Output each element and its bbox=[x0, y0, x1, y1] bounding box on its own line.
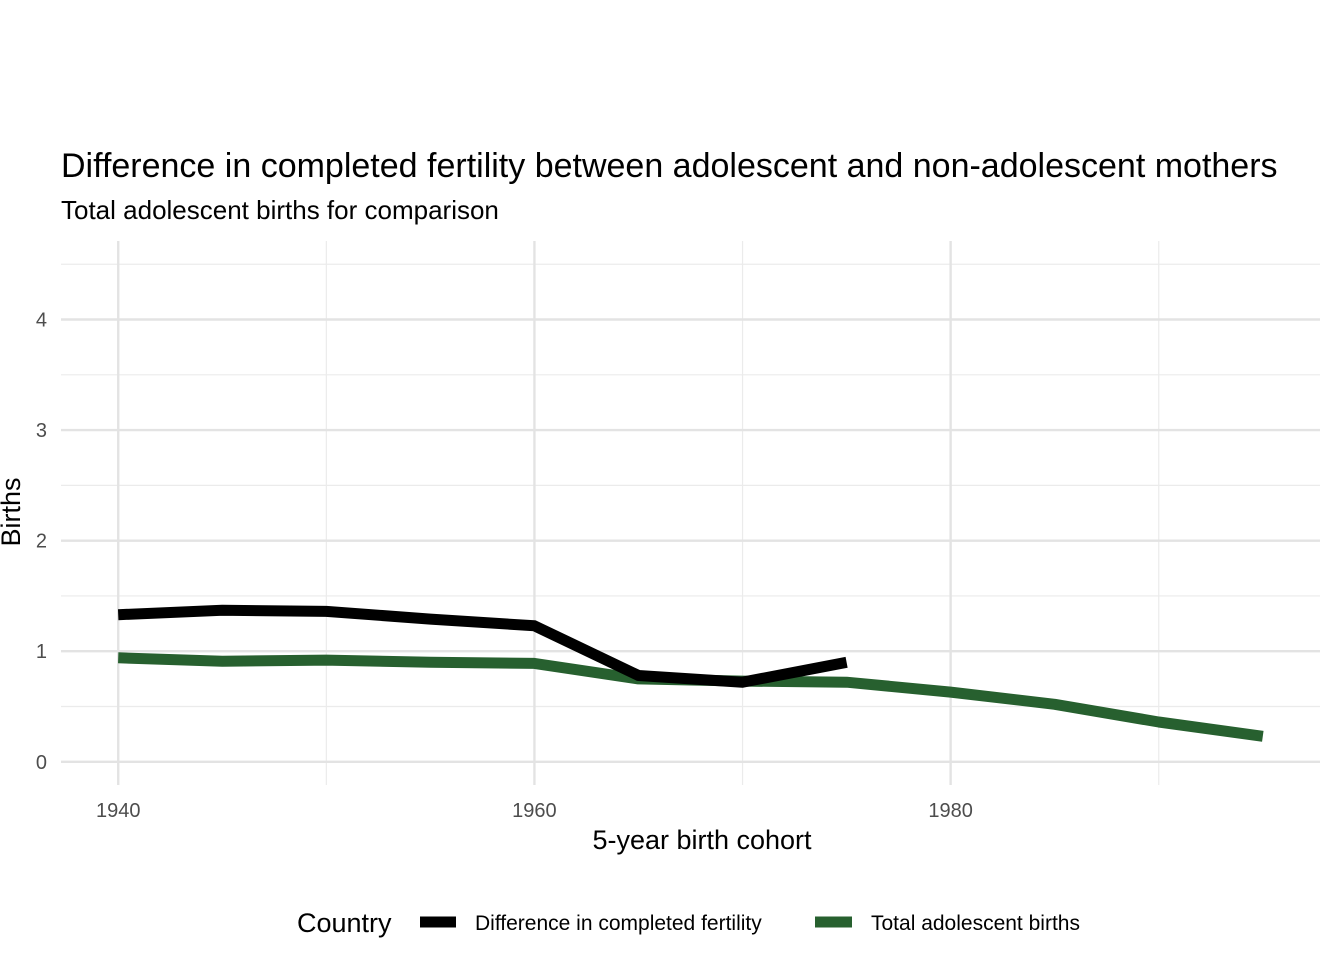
series-line-0 bbox=[117, 604, 848, 688]
y-axis-label: Births bbox=[0, 477, 26, 546]
legend-title: Country bbox=[297, 908, 392, 938]
legend-label-total: Total adolescent births bbox=[871, 912, 1080, 935]
legend-label-difference: Difference in completed fertility bbox=[475, 912, 762, 935]
y-axis-ticks: 0 1 2 3 4 bbox=[36, 310, 47, 774]
x-axis-ticks: 1940 1960 1980 bbox=[96, 800, 973, 822]
y-tick-label: 3 bbox=[36, 420, 47, 442]
x-tick-label: 1940 bbox=[96, 800, 141, 822]
series-line-1 bbox=[118, 652, 1264, 742]
chart-subtitle: Total adolescent births for comparison bbox=[61, 195, 499, 225]
chart-title: Difference in completed fertility betwee… bbox=[61, 147, 1278, 185]
x-tick-label: 1960 bbox=[512, 800, 557, 822]
y-tick-label: 1 bbox=[36, 641, 47, 663]
series-lines bbox=[117, 604, 1264, 742]
y-tick-label: 2 bbox=[36, 531, 47, 553]
minor-gridlines bbox=[61, 241, 1320, 785]
x-axis-label: 5-year birth cohort bbox=[592, 825, 812, 855]
y-tick-label: 0 bbox=[36, 752, 47, 774]
major-gridlines bbox=[61, 241, 1320, 785]
x-tick-label: 1980 bbox=[928, 800, 973, 822]
legend: Country Difference in completed fertilit… bbox=[297, 908, 1080, 938]
y-tick-label: 4 bbox=[36, 310, 47, 332]
